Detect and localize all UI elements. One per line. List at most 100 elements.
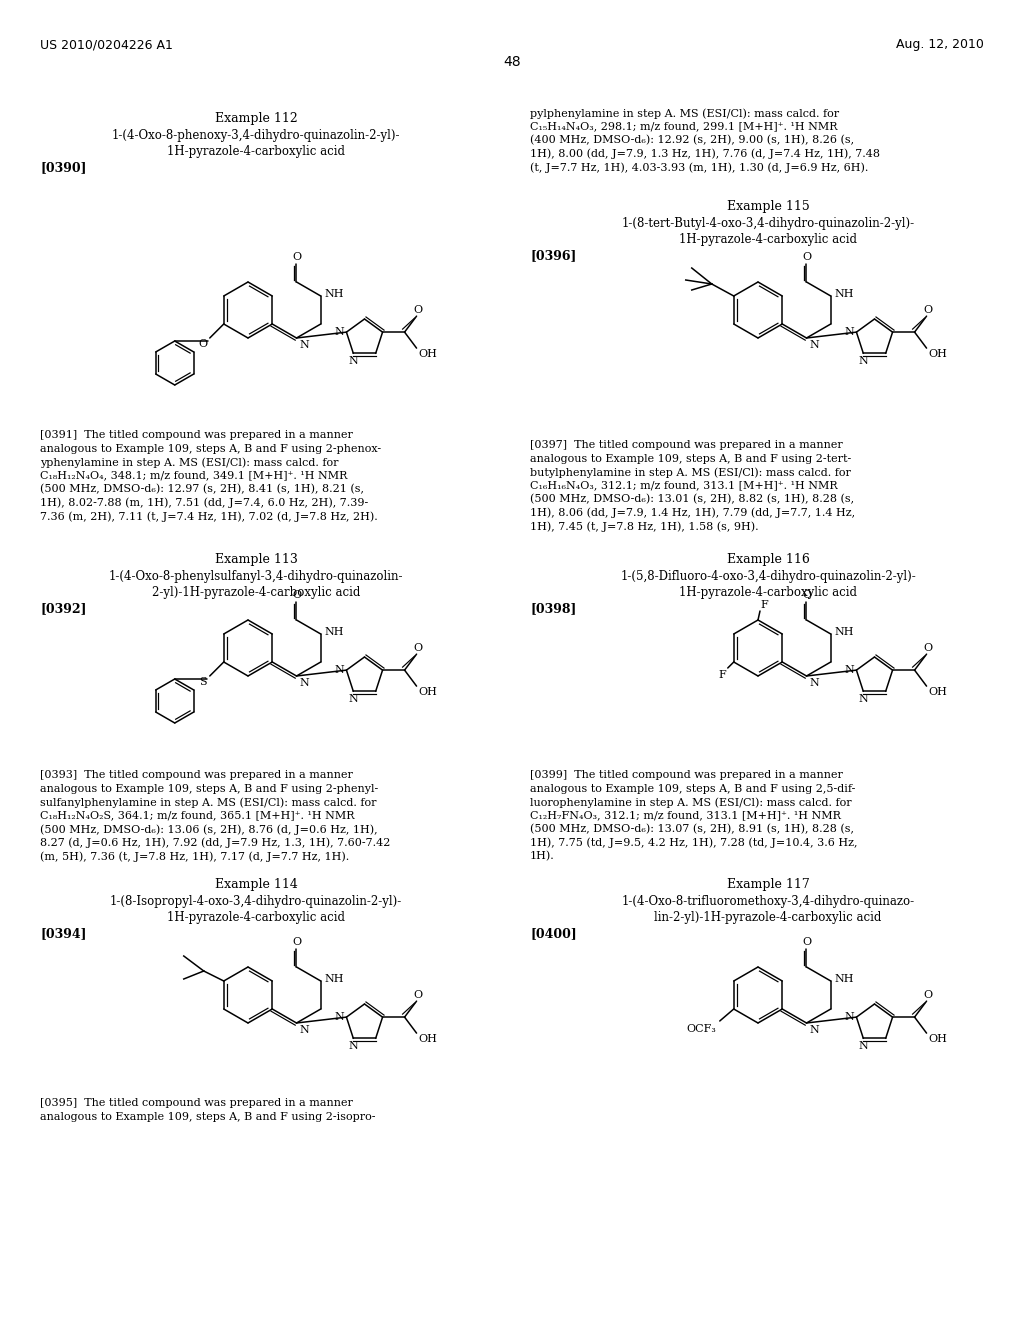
Text: OCF₃: OCF₃: [686, 1024, 716, 1034]
Text: [0397]  The titled compound was prepared in a manner: [0397] The titled compound was prepared …: [530, 440, 843, 450]
Text: N: N: [335, 327, 344, 337]
Text: [0398]: [0398]: [530, 602, 577, 615]
Text: Example 116: Example 116: [727, 553, 809, 566]
Text: N: N: [845, 327, 854, 337]
Text: 1H-pyrazole-4-carboxylic acid: 1H-pyrazole-4-carboxylic acid: [167, 911, 345, 924]
Text: O: O: [923, 990, 932, 1001]
Text: OH: OH: [419, 1034, 437, 1044]
Text: C₁₅H₁₄N₄O₃, 298.1; m/z found, 299.1 [M+H]⁺. ¹H NMR: C₁₅H₁₄N₄O₃, 298.1; m/z found, 299.1 [M+H…: [530, 121, 838, 132]
Text: luorophenylamine in step A. MS (ESI/Cl): mass calcd. for: luorophenylamine in step A. MS (ESI/Cl):…: [530, 797, 852, 808]
Text: N: N: [810, 678, 819, 688]
Text: C₁₈H₁₂N₄O₄, 348.1; m/z found, 349.1 [M+H]⁺. ¹H NMR: C₁₈H₁₂N₄O₄, 348.1; m/z found, 349.1 [M+H…: [40, 470, 347, 480]
Text: 1H-pyrazole-4-carboxylic acid: 1H-pyrazole-4-carboxylic acid: [167, 145, 345, 158]
Text: [0392]: [0392]: [40, 602, 86, 615]
Text: [0391]  The titled compound was prepared in a manner: [0391] The titled compound was prepared …: [40, 430, 353, 440]
Text: NH: NH: [835, 289, 854, 300]
Text: (500 MHz, DMSO-d₆): 13.07 (s, 2H), 8.91 (s, 1H), 8.28 (s,: (500 MHz, DMSO-d₆): 13.07 (s, 2H), 8.91 …: [530, 824, 854, 834]
Text: N: N: [348, 1041, 358, 1051]
Text: 1H), 7.75 (td, J=9.5, 4.2 Hz, 1H), 7.28 (td, J=10.4, 3.6 Hz,: 1H), 7.75 (td, J=9.5, 4.2 Hz, 1H), 7.28 …: [530, 837, 857, 847]
Text: 1-(8-tert-Butyl-4-oxo-3,4-dihydro-quinazolin-2-yl)-: 1-(8-tert-Butyl-4-oxo-3,4-dihydro-quinaz…: [622, 216, 914, 230]
Text: analogous to Example 109, steps A, B and F using 2-tert-: analogous to Example 109, steps A, B and…: [530, 454, 851, 463]
Text: lin-2-yl)-1H-pyrazole-4-carboxylic acid: lin-2-yl)-1H-pyrazole-4-carboxylic acid: [654, 911, 882, 924]
Text: analogous to Example 109, steps A, B and F using 2-phenyl-: analogous to Example 109, steps A, B and…: [40, 784, 378, 793]
Text: 1H), 7.45 (t, J=7.8 Hz, 1H), 1.58 (s, 9H).: 1H), 7.45 (t, J=7.8 Hz, 1H), 1.58 (s, 9H…: [530, 521, 759, 532]
Text: N: N: [299, 1026, 309, 1035]
Text: analogous to Example 109, steps A, B and F using 2-phenox-: analogous to Example 109, steps A, B and…: [40, 444, 381, 454]
Text: N: N: [348, 356, 358, 367]
Text: 1-(4-Oxo-8-phenoxy-3,4-dihydro-quinazolin-2-yl)-: 1-(4-Oxo-8-phenoxy-3,4-dihydro-quinazoli…: [112, 129, 400, 143]
Text: NH: NH: [835, 627, 854, 638]
Text: C₁₂H₇FN₄O₃, 312.1; m/z found, 313.1 [M+H]⁺. ¹H NMR: C₁₂H₇FN₄O₃, 312.1; m/z found, 313.1 [M+H…: [530, 810, 841, 821]
Text: (t, J=7.7 Hz, 1H), 4.03-3.93 (m, 1H), 1.30 (d, J=6.9 Hz, 6H).: (t, J=7.7 Hz, 1H), 4.03-3.93 (m, 1H), 1.…: [530, 162, 868, 173]
Text: Example 113: Example 113: [215, 553, 297, 566]
Text: N: N: [845, 1012, 854, 1022]
Text: 1-(8-Isopropyl-4-oxo-3,4-dihydro-quinazolin-2-yl)-: 1-(8-Isopropyl-4-oxo-3,4-dihydro-quinazo…: [110, 895, 402, 908]
Text: butylphenylamine in step A. MS (ESI/Cl): mass calcd. for: butylphenylamine in step A. MS (ESI/Cl):…: [530, 467, 851, 478]
Text: 1H), 8.06 (dd, J=7.9, 1.4 Hz, 1H), 7.79 (dd, J=7.7, 1.4 Hz,: 1H), 8.06 (dd, J=7.9, 1.4 Hz, 1H), 7.79 …: [530, 507, 855, 517]
Text: OH: OH: [929, 688, 947, 697]
Text: O: O: [292, 590, 301, 601]
Text: N: N: [299, 678, 309, 688]
Text: OH: OH: [929, 1034, 947, 1044]
Text: [0399]  The titled compound was prepared in a manner: [0399] The titled compound was prepared …: [530, 770, 843, 780]
Text: O: O: [802, 590, 811, 601]
Text: US 2010/0204226 A1: US 2010/0204226 A1: [40, 38, 173, 51]
Text: NH: NH: [835, 974, 854, 983]
Text: F: F: [718, 671, 726, 680]
Text: N: N: [299, 341, 309, 350]
Text: (400 MHz, DMSO-d₆): 12.92 (s, 2H), 9.00 (s, 1H), 8.26 (s,: (400 MHz, DMSO-d₆): 12.92 (s, 2H), 9.00 …: [530, 135, 854, 145]
Text: O: O: [292, 937, 301, 946]
Text: Example 115: Example 115: [727, 201, 809, 213]
Text: 1H).: 1H).: [530, 851, 555, 862]
Text: [0390]: [0390]: [40, 161, 86, 174]
Text: O: O: [802, 252, 811, 261]
Text: O: O: [923, 643, 932, 653]
Text: N: N: [858, 1041, 868, 1051]
Text: O: O: [199, 339, 208, 348]
Text: Example 112: Example 112: [215, 112, 297, 125]
Text: N: N: [858, 694, 868, 705]
Text: OH: OH: [929, 348, 947, 359]
Text: O: O: [292, 252, 301, 261]
Text: (m, 5H), 7.36 (t, J=7.8 Hz, 1H), 7.17 (d, J=7.7 Hz, 1H).: (m, 5H), 7.36 (t, J=7.8 Hz, 1H), 7.17 (d…: [40, 851, 349, 862]
Text: [0396]: [0396]: [530, 249, 577, 261]
Text: analogous to Example 109, steps A, B and F using 2-isopro-: analogous to Example 109, steps A, B and…: [40, 1111, 376, 1122]
Text: 1H), 8.00 (dd, J=7.9, 1.3 Hz, 1H), 7.76 (d, J=7.4 Hz, 1H), 7.48: 1H), 8.00 (dd, J=7.9, 1.3 Hz, 1H), 7.76 …: [530, 149, 880, 160]
Text: pylphenylamine in step A. MS (ESI/Cl): mass calcd. for: pylphenylamine in step A. MS (ESI/Cl): m…: [530, 108, 839, 119]
Text: 7.36 (m, 2H), 7.11 (t, J=7.4 Hz, 1H), 7.02 (d, J=7.8 Hz, 2H).: 7.36 (m, 2H), 7.11 (t, J=7.4 Hz, 1H), 7.…: [40, 511, 378, 521]
Text: 2-yl)-1H-pyrazole-4-carboxylic acid: 2-yl)-1H-pyrazole-4-carboxylic acid: [152, 586, 360, 599]
Text: N: N: [845, 665, 854, 675]
Text: OH: OH: [419, 688, 437, 697]
Text: 48: 48: [503, 55, 521, 69]
Text: Example 114: Example 114: [215, 878, 297, 891]
Text: sulfanylphenylamine in step A. MS (ESI/Cl): mass calcd. for: sulfanylphenylamine in step A. MS (ESI/C…: [40, 797, 377, 808]
Text: Aug. 12, 2010: Aug. 12, 2010: [896, 38, 984, 51]
Text: Example 117: Example 117: [727, 878, 809, 891]
Text: O: O: [413, 305, 422, 315]
Text: N: N: [335, 665, 344, 675]
Text: NH: NH: [325, 289, 344, 300]
Text: 1-(5,8-Difluoro-4-oxo-3,4-dihydro-quinazolin-2-yl)-: 1-(5,8-Difluoro-4-oxo-3,4-dihydro-quinaz…: [621, 570, 915, 583]
Text: (500 MHz, DMSO-d₆): 13.01 (s, 2H), 8.82 (s, 1H), 8.28 (s,: (500 MHz, DMSO-d₆): 13.01 (s, 2H), 8.82 …: [530, 494, 854, 504]
Text: N: N: [810, 341, 819, 350]
Text: [0394]: [0394]: [40, 927, 86, 940]
Text: (500 MHz, DMSO-d₆): 12.97 (s, 2H), 8.41 (s, 1H), 8.21 (s,: (500 MHz, DMSO-d₆): 12.97 (s, 2H), 8.41 …: [40, 484, 364, 495]
Text: 1-(4-Oxo-8-phenylsulfanyl-3,4-dihydro-quinazolin-: 1-(4-Oxo-8-phenylsulfanyl-3,4-dihydro-qu…: [109, 570, 403, 583]
Text: N: N: [810, 1026, 819, 1035]
Text: O: O: [923, 305, 932, 315]
Text: NH: NH: [325, 627, 344, 638]
Text: 8.27 (d, J=0.6 Hz, 1H), 7.92 (dd, J=7.9 Hz, 1.3, 1H), 7.60-7.42: 8.27 (d, J=0.6 Hz, 1H), 7.92 (dd, J=7.9 …: [40, 837, 390, 847]
Text: (500 MHz, DMSO-d₆): 13.06 (s, 2H), 8.76 (d, J=0.6 Hz, 1H),: (500 MHz, DMSO-d₆): 13.06 (s, 2H), 8.76 …: [40, 824, 378, 834]
Text: 1H-pyrazole-4-carboxylic acid: 1H-pyrazole-4-carboxylic acid: [679, 586, 857, 599]
Text: N: N: [858, 356, 868, 367]
Text: C₁₈H₁₂N₄O₂S, 364.1; m/z found, 365.1 [M+H]⁺. ¹H NMR: C₁₈H₁₂N₄O₂S, 364.1; m/z found, 365.1 [M+…: [40, 810, 354, 821]
Text: [0395]  The titled compound was prepared in a manner: [0395] The titled compound was prepared …: [40, 1098, 353, 1107]
Text: [0400]: [0400]: [530, 927, 577, 940]
Text: OH: OH: [419, 348, 437, 359]
Text: O: O: [413, 990, 422, 1001]
Text: S: S: [199, 677, 207, 686]
Text: O: O: [802, 937, 811, 946]
Text: NH: NH: [325, 974, 344, 983]
Text: C₁₆H₁₆N₄O₃, 312.1; m/z found, 313.1 [M+H]⁺. ¹H NMR: C₁₆H₁₆N₄O₃, 312.1; m/z found, 313.1 [M+H…: [530, 480, 838, 491]
Text: F: F: [760, 601, 768, 610]
